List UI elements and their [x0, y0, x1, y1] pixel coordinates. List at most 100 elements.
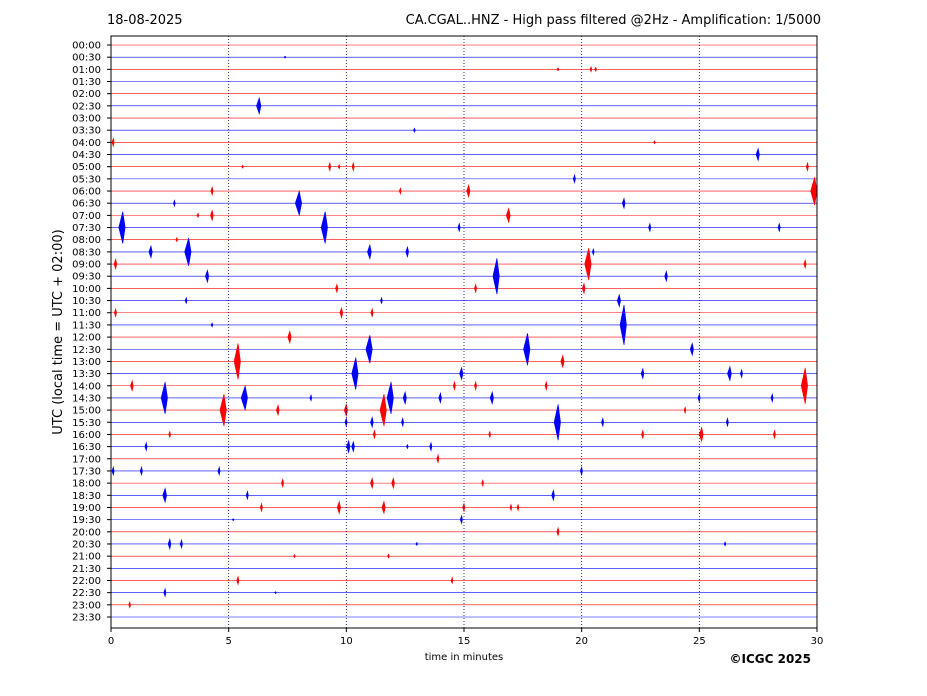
y-tick-label: 17:00	[72, 454, 101, 465]
y-tick-label: 17:30	[72, 466, 101, 477]
seismic-event	[640, 367, 645, 380]
seismic-event	[474, 380, 477, 391]
y-tick-label: 15:00	[72, 406, 101, 417]
seismic-event	[594, 66, 597, 73]
seismic-event	[168, 430, 171, 439]
seismic-event	[160, 381, 168, 415]
seismic-event	[481, 479, 484, 488]
seismic-event	[641, 429, 644, 440]
seismic-event	[184, 237, 192, 266]
seismic-event	[219, 394, 227, 427]
y-tick-label: 10:30	[72, 296, 101, 307]
y-tick-label: 00:30	[72, 53, 101, 64]
seismic-event	[179, 538, 183, 550]
y-tick-label: 18:30	[72, 491, 101, 502]
y-tick-label: 00:00	[72, 41, 101, 52]
y-tick-label: 23:00	[72, 600, 101, 611]
seismic-event	[379, 394, 387, 427]
y-tick-label: 16:30	[72, 442, 101, 453]
seismic-event	[489, 390, 494, 406]
seismic-event	[739, 368, 743, 379]
seismic-event	[217, 465, 221, 477]
seismic-event	[276, 403, 280, 417]
y-tick-label: 04:00	[72, 138, 101, 149]
y-tick-label: 11:00	[72, 308, 101, 319]
y-tick-label: 15:30	[72, 418, 101, 429]
seismic-event	[810, 176, 818, 206]
y-tick-label: 03:30	[72, 126, 101, 137]
seismic-event	[210, 209, 214, 222]
seismic-event	[772, 429, 776, 440]
seismic-event	[664, 270, 668, 283]
seismic-event	[805, 161, 809, 172]
seismic-event	[113, 257, 118, 271]
y-tick-label: 04:30	[72, 150, 101, 161]
seismic-event	[344, 417, 348, 428]
seismic-event	[210, 322, 214, 328]
y-tick-label: 07:30	[72, 223, 101, 234]
seismic-event	[236, 575, 240, 586]
seismic-event	[581, 282, 586, 295]
seismic-event	[139, 465, 143, 477]
seismic-event	[591, 247, 595, 256]
x-tick-label: 10	[340, 636, 353, 647]
seismic-event	[509, 503, 513, 512]
x-tick-label: 15	[458, 636, 471, 647]
seismic-event	[231, 518, 235, 522]
seismic-event	[401, 417, 404, 428]
y-tick-label: 11:30	[72, 320, 101, 331]
y-tick-label: 21:00	[72, 552, 101, 563]
seismic-event	[339, 306, 343, 319]
seismic-event	[474, 283, 477, 294]
seismic-event	[492, 258, 500, 295]
seismic-event	[551, 489, 555, 502]
seismic-event	[523, 333, 531, 366]
plot-frame	[110, 35, 818, 629]
x-axis-label: time in minutes	[425, 652, 504, 663]
y-tick-label: 12:00	[72, 333, 101, 344]
seismic-event	[233, 343, 241, 380]
y-tick-label: 02:30	[72, 101, 101, 112]
y-tick-label: 07:00	[72, 211, 101, 222]
y-tick-label: 21:30	[72, 564, 101, 575]
seismic-event	[405, 245, 409, 259]
y-tick-label: 10:00	[72, 284, 101, 295]
seismic-event	[162, 487, 167, 504]
y-tick-label: 01:00	[72, 65, 101, 76]
y-tick-label: 13:30	[72, 369, 101, 380]
seismic-event	[175, 237, 178, 243]
seismic-event	[287, 329, 292, 345]
x-tick-label: 30	[811, 636, 824, 647]
seismic-event	[259, 502, 263, 513]
y-tick-label: 06:00	[72, 187, 101, 198]
y-tick-label: 13:00	[72, 357, 101, 368]
seismic-event	[335, 283, 339, 294]
seismic-event	[387, 553, 390, 559]
seismic-event	[111, 465, 115, 477]
seismic-event	[698, 426, 704, 443]
seismic-event	[723, 541, 727, 547]
y-tick-label: 05:30	[72, 174, 101, 185]
seismic-event	[351, 161, 355, 172]
seismic-event	[653, 140, 656, 145]
seismic-event	[205, 269, 210, 284]
seismic-event	[294, 190, 302, 217]
seismic-event	[459, 366, 464, 381]
seismic-event	[210, 185, 214, 197]
seismic-event	[438, 391, 442, 405]
y-tick-label: 20:00	[72, 527, 101, 538]
seismic-event	[118, 211, 126, 244]
y-tick-label: 19:30	[72, 515, 101, 526]
y-tick-label: 03:00	[72, 114, 101, 125]
seismic-event	[457, 222, 461, 233]
seismic-event	[351, 440, 355, 453]
seismic-event	[111, 137, 115, 148]
seismic-event	[727, 365, 732, 382]
y-tick-label: 09:30	[72, 272, 101, 283]
seismic-event	[370, 416, 374, 429]
seismic-event	[544, 380, 548, 391]
y-tick-label: 22:00	[72, 576, 101, 587]
seismic-event	[405, 443, 409, 450]
seismic-event	[380, 296, 383, 305]
